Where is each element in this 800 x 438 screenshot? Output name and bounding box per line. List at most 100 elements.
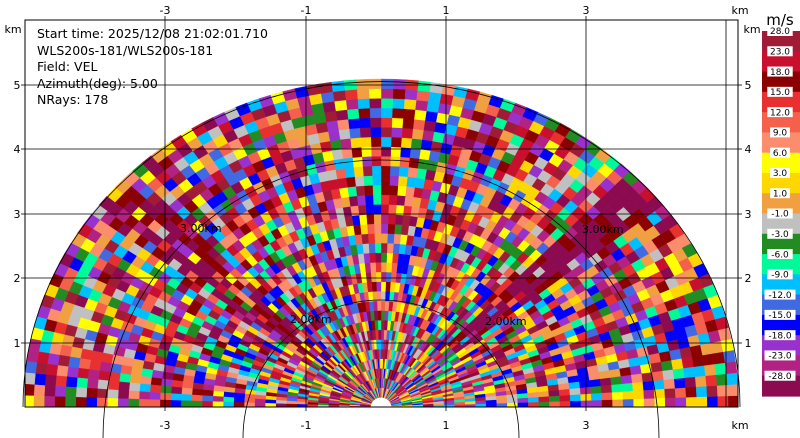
velocity-cell xyxy=(380,329,385,340)
velocity-cell xyxy=(406,176,417,188)
velocity-cell xyxy=(367,233,376,244)
velocity-cell xyxy=(233,397,245,403)
velocity-cell xyxy=(128,398,140,407)
velocity-cell xyxy=(380,262,387,273)
velocity-cell xyxy=(201,401,213,407)
velocity-cell xyxy=(377,310,382,321)
velocity-cell xyxy=(611,391,624,400)
velocity-cell xyxy=(368,242,376,254)
velocity-cell xyxy=(191,400,203,407)
velocity-cell xyxy=(672,367,685,380)
velocity-cell xyxy=(139,375,152,386)
velocity-cell xyxy=(412,118,426,131)
velocity-cell xyxy=(201,395,214,402)
velocity-cell xyxy=(431,131,445,144)
velocity-cell xyxy=(67,356,81,369)
y-unit-left: km xyxy=(4,23,21,36)
velocity-cell xyxy=(685,386,697,398)
velocity-cell xyxy=(402,118,415,130)
range-rings xyxy=(22,81,741,438)
velocity-cell xyxy=(223,391,235,398)
velocity-cell xyxy=(380,78,394,90)
colorbar-label: -15.0 xyxy=(768,311,792,321)
velocity-cell xyxy=(25,372,36,386)
velocity-cell xyxy=(396,195,406,206)
velocity-cell xyxy=(702,353,715,366)
velocity-cell xyxy=(611,383,623,393)
velocity-cell xyxy=(728,395,738,407)
velocity-cell xyxy=(333,99,348,112)
y-unit-right: km xyxy=(743,23,760,36)
velocity-cell xyxy=(622,398,634,407)
velocity-cell xyxy=(651,370,664,382)
velocity-cell xyxy=(286,400,298,405)
velocity-cell xyxy=(384,310,389,321)
velocity-cell xyxy=(348,127,361,139)
velocity-cell xyxy=(403,98,417,110)
velocity-cell xyxy=(368,252,376,263)
velocity-cell xyxy=(380,242,388,253)
velocity-cell xyxy=(685,396,698,407)
velocity-cell xyxy=(399,234,408,245)
colorbar-label: 23.0 xyxy=(770,47,790,57)
velocity-cell xyxy=(369,117,382,128)
velocity-cell xyxy=(632,389,645,400)
velocity-cell xyxy=(389,281,396,293)
velocity-cell xyxy=(117,389,130,400)
colorbar-label: 1.0 xyxy=(773,189,788,199)
y-tick-left: 1 xyxy=(14,337,21,350)
velocity-cell xyxy=(100,352,114,364)
velocity-cell xyxy=(706,395,719,407)
velocity-cell xyxy=(403,195,414,207)
velocity-cell xyxy=(600,384,613,394)
velocity-cell xyxy=(128,382,141,392)
velocity-cell xyxy=(370,146,382,157)
velocity-cell xyxy=(130,366,143,377)
velocity-cell xyxy=(359,127,371,138)
velocity-cell xyxy=(307,404,319,407)
velocity-cell xyxy=(212,390,225,398)
velocity-cell xyxy=(717,395,729,407)
colorbar-label: -23.0 xyxy=(768,352,792,362)
info-nrays: NRays: 178 xyxy=(37,92,108,107)
velocity-cell xyxy=(330,80,345,92)
scan-info: Start time: 2025/12/08 21:02:01.710 WLS2… xyxy=(37,26,268,107)
velocity-cell xyxy=(380,88,394,99)
velocity-cell xyxy=(160,385,172,394)
velocity-cell xyxy=(388,185,399,196)
info-start-time: Start time: 2025/12/08 21:02:01.710 xyxy=(37,26,268,41)
colorbar-label-bg xyxy=(767,249,793,260)
velocity-cell xyxy=(324,110,338,123)
velocity-cell xyxy=(601,391,613,401)
velocity-cell xyxy=(128,390,140,400)
velocity-cell xyxy=(404,186,415,198)
velocity-cell xyxy=(621,382,634,392)
velocity-cell xyxy=(380,348,384,359)
velocity-cell xyxy=(170,393,182,401)
info-azimuth: Azimuth(deg): 5.00 xyxy=(37,76,158,91)
range-ring-label: 2.00km xyxy=(290,313,332,326)
colorbar-label: -18.0 xyxy=(768,331,792,341)
velocity-cell xyxy=(720,338,734,352)
velocity-cell xyxy=(404,89,418,101)
velocity-cell xyxy=(107,389,119,399)
velocity-cell xyxy=(191,394,203,402)
velocity-cell xyxy=(384,291,391,302)
velocity-cell xyxy=(496,402,508,407)
velocity-cell xyxy=(222,396,235,403)
colorbar-label: -9.0 xyxy=(771,271,789,281)
colorbar-unit: m/s xyxy=(766,11,794,29)
x-tick-bottom: 1 xyxy=(443,419,450,432)
velocity-cell xyxy=(393,233,402,245)
velocity-cell xyxy=(387,223,396,235)
velocity-cell xyxy=(139,383,151,393)
velocity-cell xyxy=(376,290,382,302)
velocity-cell xyxy=(360,146,372,158)
velocity-cell xyxy=(88,359,102,371)
velocity-cell xyxy=(77,367,90,380)
velocity-cell xyxy=(99,361,112,373)
velocity-cell xyxy=(86,378,99,390)
velocity-cell xyxy=(633,398,645,407)
velocity-cell xyxy=(65,386,77,398)
velocity-cell xyxy=(380,252,388,263)
